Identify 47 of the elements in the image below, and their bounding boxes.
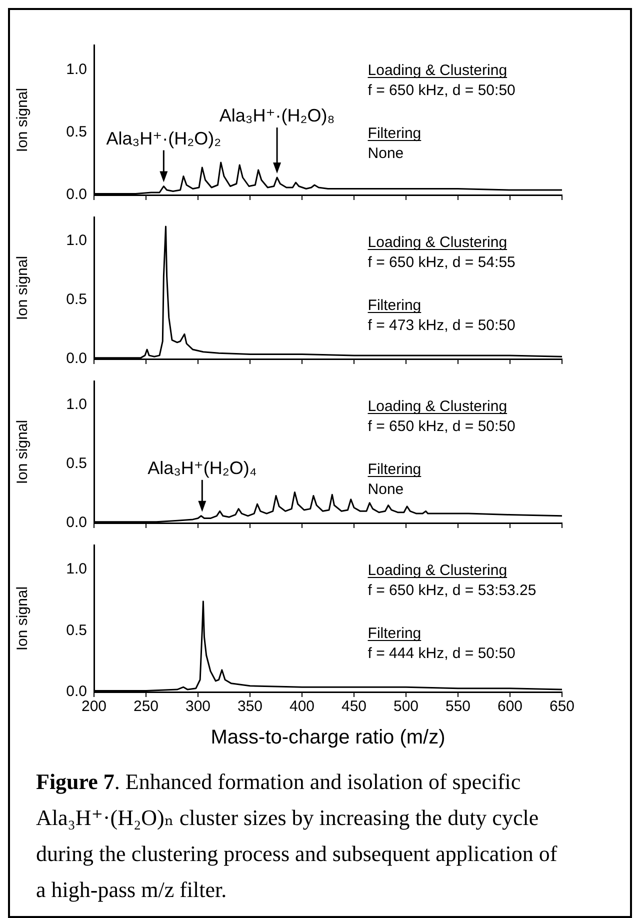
annotation: Ala₃H⁺·(H₂O)₈ (219, 106, 335, 126)
annotation: f = 650 kHz, d = 50:50 (368, 418, 516, 435)
y-tick-label: 0.0 (66, 514, 87, 532)
annotation: f = 650 kHz, d = 50:50 (368, 82, 516, 99)
y-tick-label: 1.0 (66, 232, 87, 249)
annotation: None (368, 145, 404, 162)
x-tick-label: 250 (133, 698, 159, 716)
annotation: f = 473 kHz, d = 50:50 (368, 317, 516, 334)
y-tick-label: 0.5 (66, 454, 87, 472)
annotation: Filtering (368, 125, 422, 142)
y-tick-label: 1.0 (66, 560, 87, 578)
annotation: Filtering (368, 625, 422, 642)
annotation: Loading & Clustering (368, 234, 508, 251)
x-tick-label: 650 (549, 698, 575, 716)
caption: Figure 7. Enhanced formation and isolation of specific Ala₃H⁺·(H₂O)ₙ cluster sizes by increasing the duty cycle during the clustering process and subsequent application of a high-pass m/z filter. (35, 768, 558, 904)
x-tick-label: 400 (289, 698, 315, 716)
annotation: Ala₃H⁺(H₂O)₄ (148, 458, 257, 478)
y-axis-title: Ion signal (14, 586, 32, 651)
x-tick-label: 200 (81, 698, 107, 716)
x-tick-label: 500 (393, 698, 419, 716)
x-tick-label: 300 (185, 698, 211, 716)
y-axis-title: Ion signal (14, 88, 32, 152)
x-axis-title: Mass-to-charge ratio (m/z) (210, 726, 446, 749)
y-tick-label: 1.0 (66, 61, 87, 78)
annotation: Filtering (368, 297, 422, 314)
annotation: Loading & Clustering (368, 62, 508, 79)
x-tick-label: 450 (341, 698, 367, 716)
y-axis-title: Ion signal (14, 420, 32, 484)
annotation: Filtering (368, 461, 422, 478)
annotation: Ala₃H⁺·(H₂O)₂ (106, 128, 222, 148)
x-tick-label: 600 (497, 698, 523, 716)
annotation: None (368, 481, 404, 498)
y-tick-label: 1.0 (66, 396, 87, 413)
y-axis-title: Ion signal (14, 256, 32, 320)
annotation: Loading & Clustering (368, 398, 508, 415)
annotation: f = 650 kHz, d = 54:55 (368, 254, 516, 271)
x-tick-label: 350 (237, 698, 263, 716)
x-tick-label: 550 (445, 698, 471, 716)
y-tick-label: 0.0 (66, 683, 87, 700)
y-tick-label: 0.0 (66, 186, 87, 204)
annotation: Loading & Clustering (368, 562, 508, 579)
y-tick-label: 0.0 (66, 350, 87, 368)
annotation: f = 444 kHz, d = 50:50 (368, 645, 516, 662)
annotation: f = 650 kHz, d = 53:53.25 (368, 582, 536, 599)
y-tick-label: 0.5 (66, 290, 87, 308)
y-tick-label: 0.5 (66, 124, 87, 141)
y-tick-label: 0.5 (66, 622, 87, 639)
